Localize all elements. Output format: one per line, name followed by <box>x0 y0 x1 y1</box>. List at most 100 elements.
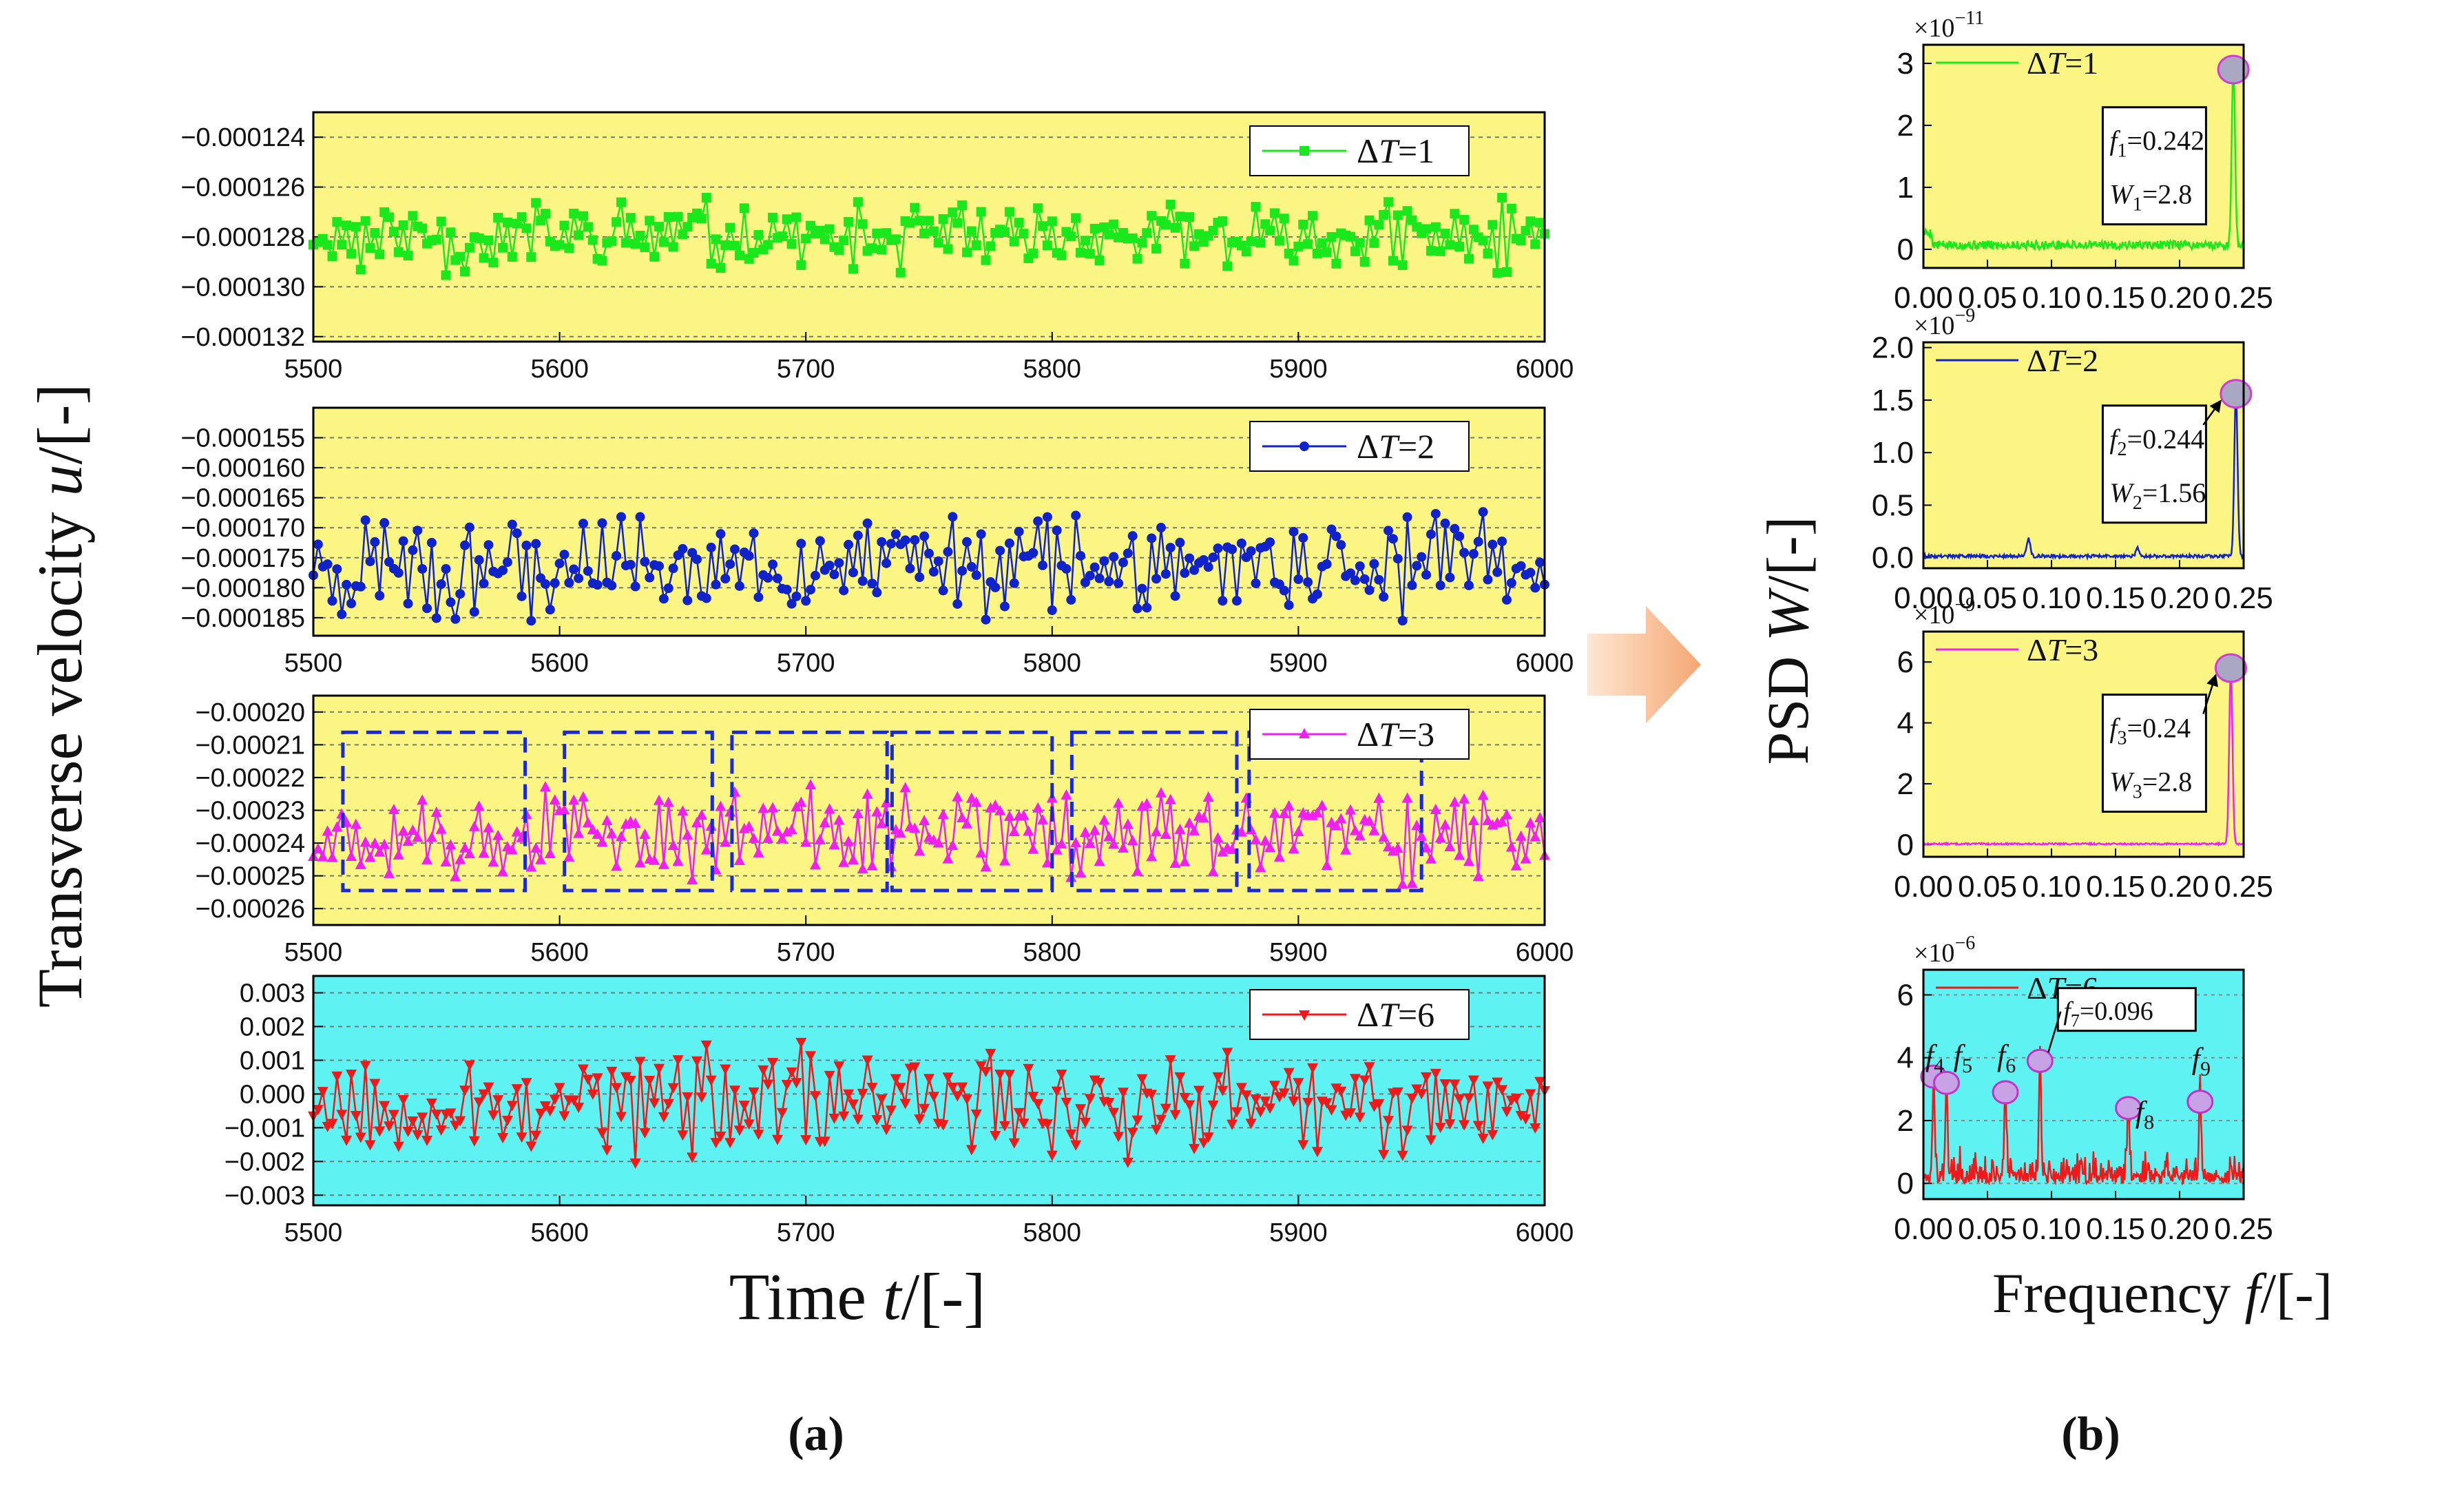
data-point <box>980 861 992 872</box>
x-tick-label: 5500 <box>284 938 343 967</box>
data-point <box>800 1135 812 1146</box>
data-point <box>1070 1140 1082 1151</box>
data-point <box>1213 543 1223 554</box>
data-point <box>1402 206 1412 216</box>
left-xlabel: Time t/[-] <box>729 1260 985 1333</box>
data-point <box>971 570 981 581</box>
data-point <box>720 574 731 584</box>
data-point <box>568 1095 580 1106</box>
data-point <box>1217 1085 1229 1096</box>
axis-exponent: ×10−11 <box>1914 8 1984 43</box>
data-point <box>691 816 703 827</box>
y-tick-label: −0.00021 <box>195 731 305 760</box>
data-point <box>355 264 366 275</box>
data-point <box>397 825 409 836</box>
data-point <box>1468 815 1479 826</box>
data-point <box>1094 855 1105 866</box>
y-tick-label: −0.000130 <box>180 273 305 302</box>
data-point <box>587 235 598 245</box>
data-point <box>545 605 555 615</box>
x-tick-label: 0.25 <box>2214 281 2273 315</box>
data-point <box>582 817 594 828</box>
data-point <box>1104 576 1114 587</box>
data-point <box>1160 569 1171 579</box>
data-point <box>1008 1138 1020 1149</box>
data-point <box>435 1125 447 1136</box>
data-point <box>1175 537 1185 548</box>
data-point <box>445 1108 457 1119</box>
data-point <box>828 839 840 850</box>
data-point <box>658 1112 669 1123</box>
data-point <box>758 1065 769 1076</box>
data-point <box>597 518 607 528</box>
data-point <box>1379 209 1389 220</box>
data-point <box>725 222 735 233</box>
data-point <box>1406 877 1418 888</box>
data-point <box>677 805 689 816</box>
charts-layer: −0.000124 −0.000126 −0.000128 −0.000130 −0.0… <box>180 8 2273 1247</box>
data-point <box>767 802 779 813</box>
data-point <box>1151 1125 1162 1136</box>
data-point <box>748 1087 760 1098</box>
data-point <box>630 581 640 592</box>
data-point <box>1397 260 1408 271</box>
data-point <box>1179 855 1191 866</box>
data-point <box>611 1083 623 1094</box>
x-tick-label: 5800 <box>1023 649 1082 678</box>
data-point <box>1184 1100 1196 1111</box>
data-point <box>815 225 825 236</box>
data-point <box>498 565 508 576</box>
data-point <box>677 1130 689 1141</box>
data-point <box>843 1089 855 1100</box>
data-point <box>1114 578 1124 588</box>
data-point <box>1079 1117 1091 1128</box>
data-point <box>915 216 925 226</box>
data-point <box>928 226 939 236</box>
data-point <box>568 794 580 805</box>
data-point <box>1440 518 1450 528</box>
data-point <box>455 1116 466 1127</box>
data-point <box>966 562 977 572</box>
data-point <box>1487 220 1498 230</box>
data-point <box>1492 268 1503 278</box>
data-point <box>412 1130 424 1141</box>
data-point <box>364 851 376 862</box>
data-point <box>497 1133 509 1144</box>
data-point <box>507 251 517 262</box>
data-point <box>497 866 509 877</box>
y-tick-label: −0.00024 <box>195 829 305 858</box>
data-point <box>365 557 375 567</box>
data-point <box>885 1105 897 1116</box>
data-point <box>1226 1119 1238 1130</box>
data-point <box>1103 1098 1115 1109</box>
data-point <box>1459 1120 1470 1131</box>
data-point <box>1089 562 1100 572</box>
data-point <box>1269 807 1281 818</box>
data-point <box>801 233 811 244</box>
data-point <box>502 217 512 227</box>
x-tick-label: 0.15 <box>2086 1212 2145 1246</box>
data-point <box>1349 1074 1361 1085</box>
legend-label: ΔT=6 <box>1357 995 1434 1034</box>
data-point <box>1028 248 1038 258</box>
data-point <box>1255 1107 1266 1118</box>
data-point <box>346 1070 357 1081</box>
data-point <box>1288 526 1299 537</box>
annotation-power: W1=2.8 <box>2109 179 2192 216</box>
data-point <box>459 1085 471 1096</box>
data-point <box>734 581 744 591</box>
data-point <box>1265 537 1275 548</box>
data-point <box>1388 534 1398 544</box>
x-tick-label: 0.25 <box>2214 581 2273 615</box>
data-point <box>1076 247 1086 258</box>
data-point <box>795 796 807 807</box>
data-point <box>535 1108 547 1119</box>
data-point <box>1270 208 1280 218</box>
data-point <box>1450 523 1460 534</box>
data-point <box>828 1113 840 1124</box>
peak-marker <box>2220 379 2253 409</box>
data-point <box>1515 830 1527 841</box>
data-point <box>1392 210 1403 220</box>
data-point <box>1477 789 1489 800</box>
